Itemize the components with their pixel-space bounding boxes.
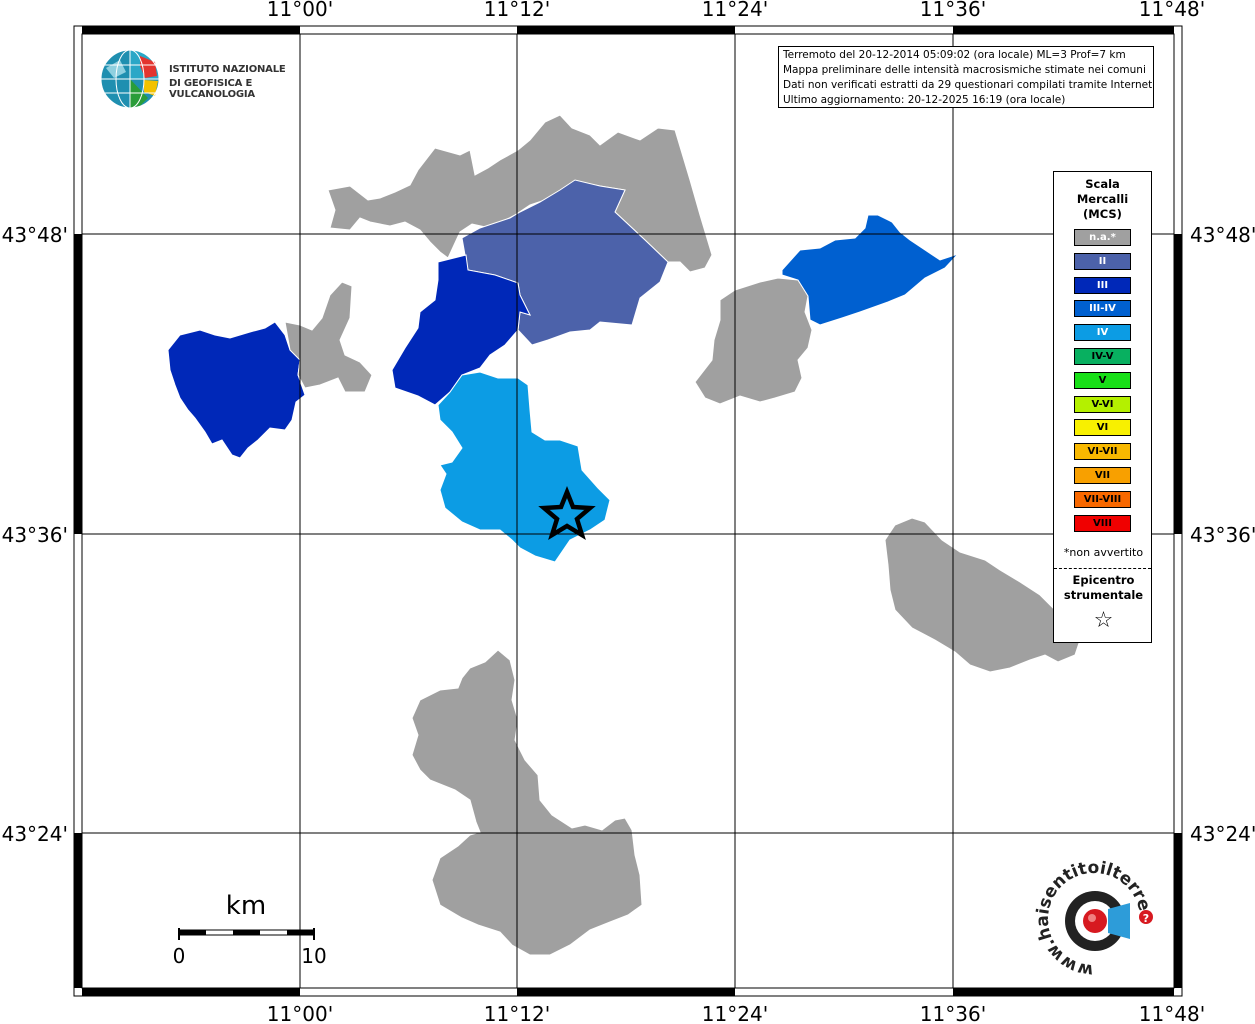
region-east[interactable] xyxy=(781,214,959,326)
legend-item: IV-V xyxy=(1074,348,1131,365)
legend-item: II xyxy=(1074,252,1131,270)
region-west-b[interactable] xyxy=(391,254,531,406)
lat-labels-left: 43°48' 43°36' 43°24' xyxy=(2,223,68,846)
legend-epicenter-line: Epicentro xyxy=(1072,573,1135,587)
lon-label: 11°36' xyxy=(920,0,986,21)
lon-label: 11°48' xyxy=(1139,0,1205,21)
event-info-line: Mappa preliminare delle intensità macros… xyxy=(783,64,1146,76)
graticule xyxy=(82,34,1174,988)
region-west-a[interactable] xyxy=(167,321,306,459)
legend-item: III-IV xyxy=(1074,300,1131,318)
legend-item: VI-VII xyxy=(1074,443,1131,461)
legend-epicenter-label: Epicentro strumentale xyxy=(1054,573,1153,603)
frame-ticks xyxy=(74,26,1182,996)
lat-label: 43°48' xyxy=(2,223,68,247)
epicenter-star-icon xyxy=(538,485,596,540)
legend-note: *non avvertito xyxy=(1063,546,1144,559)
scale-unit-label: km xyxy=(226,891,266,921)
lon-label: 11°12' xyxy=(484,1002,550,1024)
ingv-name-line2: DI GEOFISICA E VULCANOLOGIA xyxy=(169,78,255,100)
region-south-gray[interactable] xyxy=(411,649,643,956)
scale-bar: km 0 10 xyxy=(170,890,340,970)
lat-label: 43°24' xyxy=(2,822,68,846)
lon-label: 11°36' xyxy=(920,1002,986,1024)
event-info-line: Terremoto del 20-12-2014 05:09:02 (ora l… xyxy=(783,49,1126,61)
scale-max-label: 10 xyxy=(301,944,326,968)
lon-label: 11°24' xyxy=(702,1002,768,1024)
lat-labels-right: 43°48' 43°36' 43°24' xyxy=(1190,223,1255,846)
region-north-gray[interactable] xyxy=(327,114,713,273)
scale-min-label: 0 xyxy=(173,944,186,968)
legend-item: VII-VIII xyxy=(1074,490,1131,508)
regions xyxy=(167,114,1081,956)
haisentito-logo: www.haisentitoilterremoto.it ? xyxy=(1021,840,1160,980)
ingv-name-line1: ISTITUTO NAZIONALE xyxy=(169,64,286,75)
legend-title-line: Mercalli xyxy=(1076,192,1129,206)
legend-item: III xyxy=(1074,276,1131,294)
lon-label: 11°00' xyxy=(267,0,333,21)
legend-item: V xyxy=(1074,371,1131,389)
legend-item: V-VI xyxy=(1074,395,1131,413)
lon-label: 11°00' xyxy=(267,1002,333,1024)
lat-label: 43°36' xyxy=(1190,523,1255,547)
event-info-box: Terremoto del 20-12-2014 05:09:02 (ora l… xyxy=(778,46,1154,108)
globe-icon xyxy=(100,49,160,109)
lon-labels-top: 11°00' 11°12' 11°24' 11°36' 11°48' xyxy=(267,0,1205,21)
legend-title-line: (MCS) xyxy=(1083,207,1122,221)
legend-title-line: Scala xyxy=(1085,177,1120,191)
svg-text:?: ? xyxy=(1143,912,1149,925)
legend-divider xyxy=(1054,568,1151,569)
legend-item: VIII xyxy=(1074,514,1131,532)
lat-label: 43°48' xyxy=(1190,223,1255,247)
lat-label: 43°36' xyxy=(2,523,68,547)
event-info-line: Ultimo aggiornamento: 20-12-2025 16:19 (… xyxy=(783,94,1066,106)
legend-item: VII xyxy=(1074,467,1131,484)
region-far-east-gray[interactable] xyxy=(884,517,1081,673)
event-info-line: Dati non verificati estratti da 29 quest… xyxy=(783,79,1154,91)
ingv-logo: ISTITUTO NAZIONALE DI GEOFISICA E VULCAN… xyxy=(100,48,320,112)
mcs-legend: Scala Mercalli (MCS) n.a.* II III III-IV IV I… xyxy=(1053,171,1152,643)
region-east-gray[interactable] xyxy=(694,277,813,405)
question-icon xyxy=(1139,910,1153,924)
legend-epicenter-line: strumentale xyxy=(1063,588,1144,602)
lon-label: 11°12' xyxy=(484,0,550,21)
lon-labels-bottom: 11°00' 11°12' 11°24' 11°36' 11°48' xyxy=(267,1002,1205,1024)
lon-label: 11°48' xyxy=(1139,1002,1205,1024)
lon-label: 11°24' xyxy=(702,0,768,21)
legend-item: n.a.* xyxy=(1074,229,1131,246)
legend-item: IV xyxy=(1074,324,1131,342)
legend-star-icon: ☆ xyxy=(1093,608,1114,633)
legend-title: Scala Mercalli (MCS) xyxy=(1054,177,1151,222)
lat-label: 43°24' xyxy=(1190,822,1255,846)
legend-item: VI xyxy=(1074,419,1131,437)
